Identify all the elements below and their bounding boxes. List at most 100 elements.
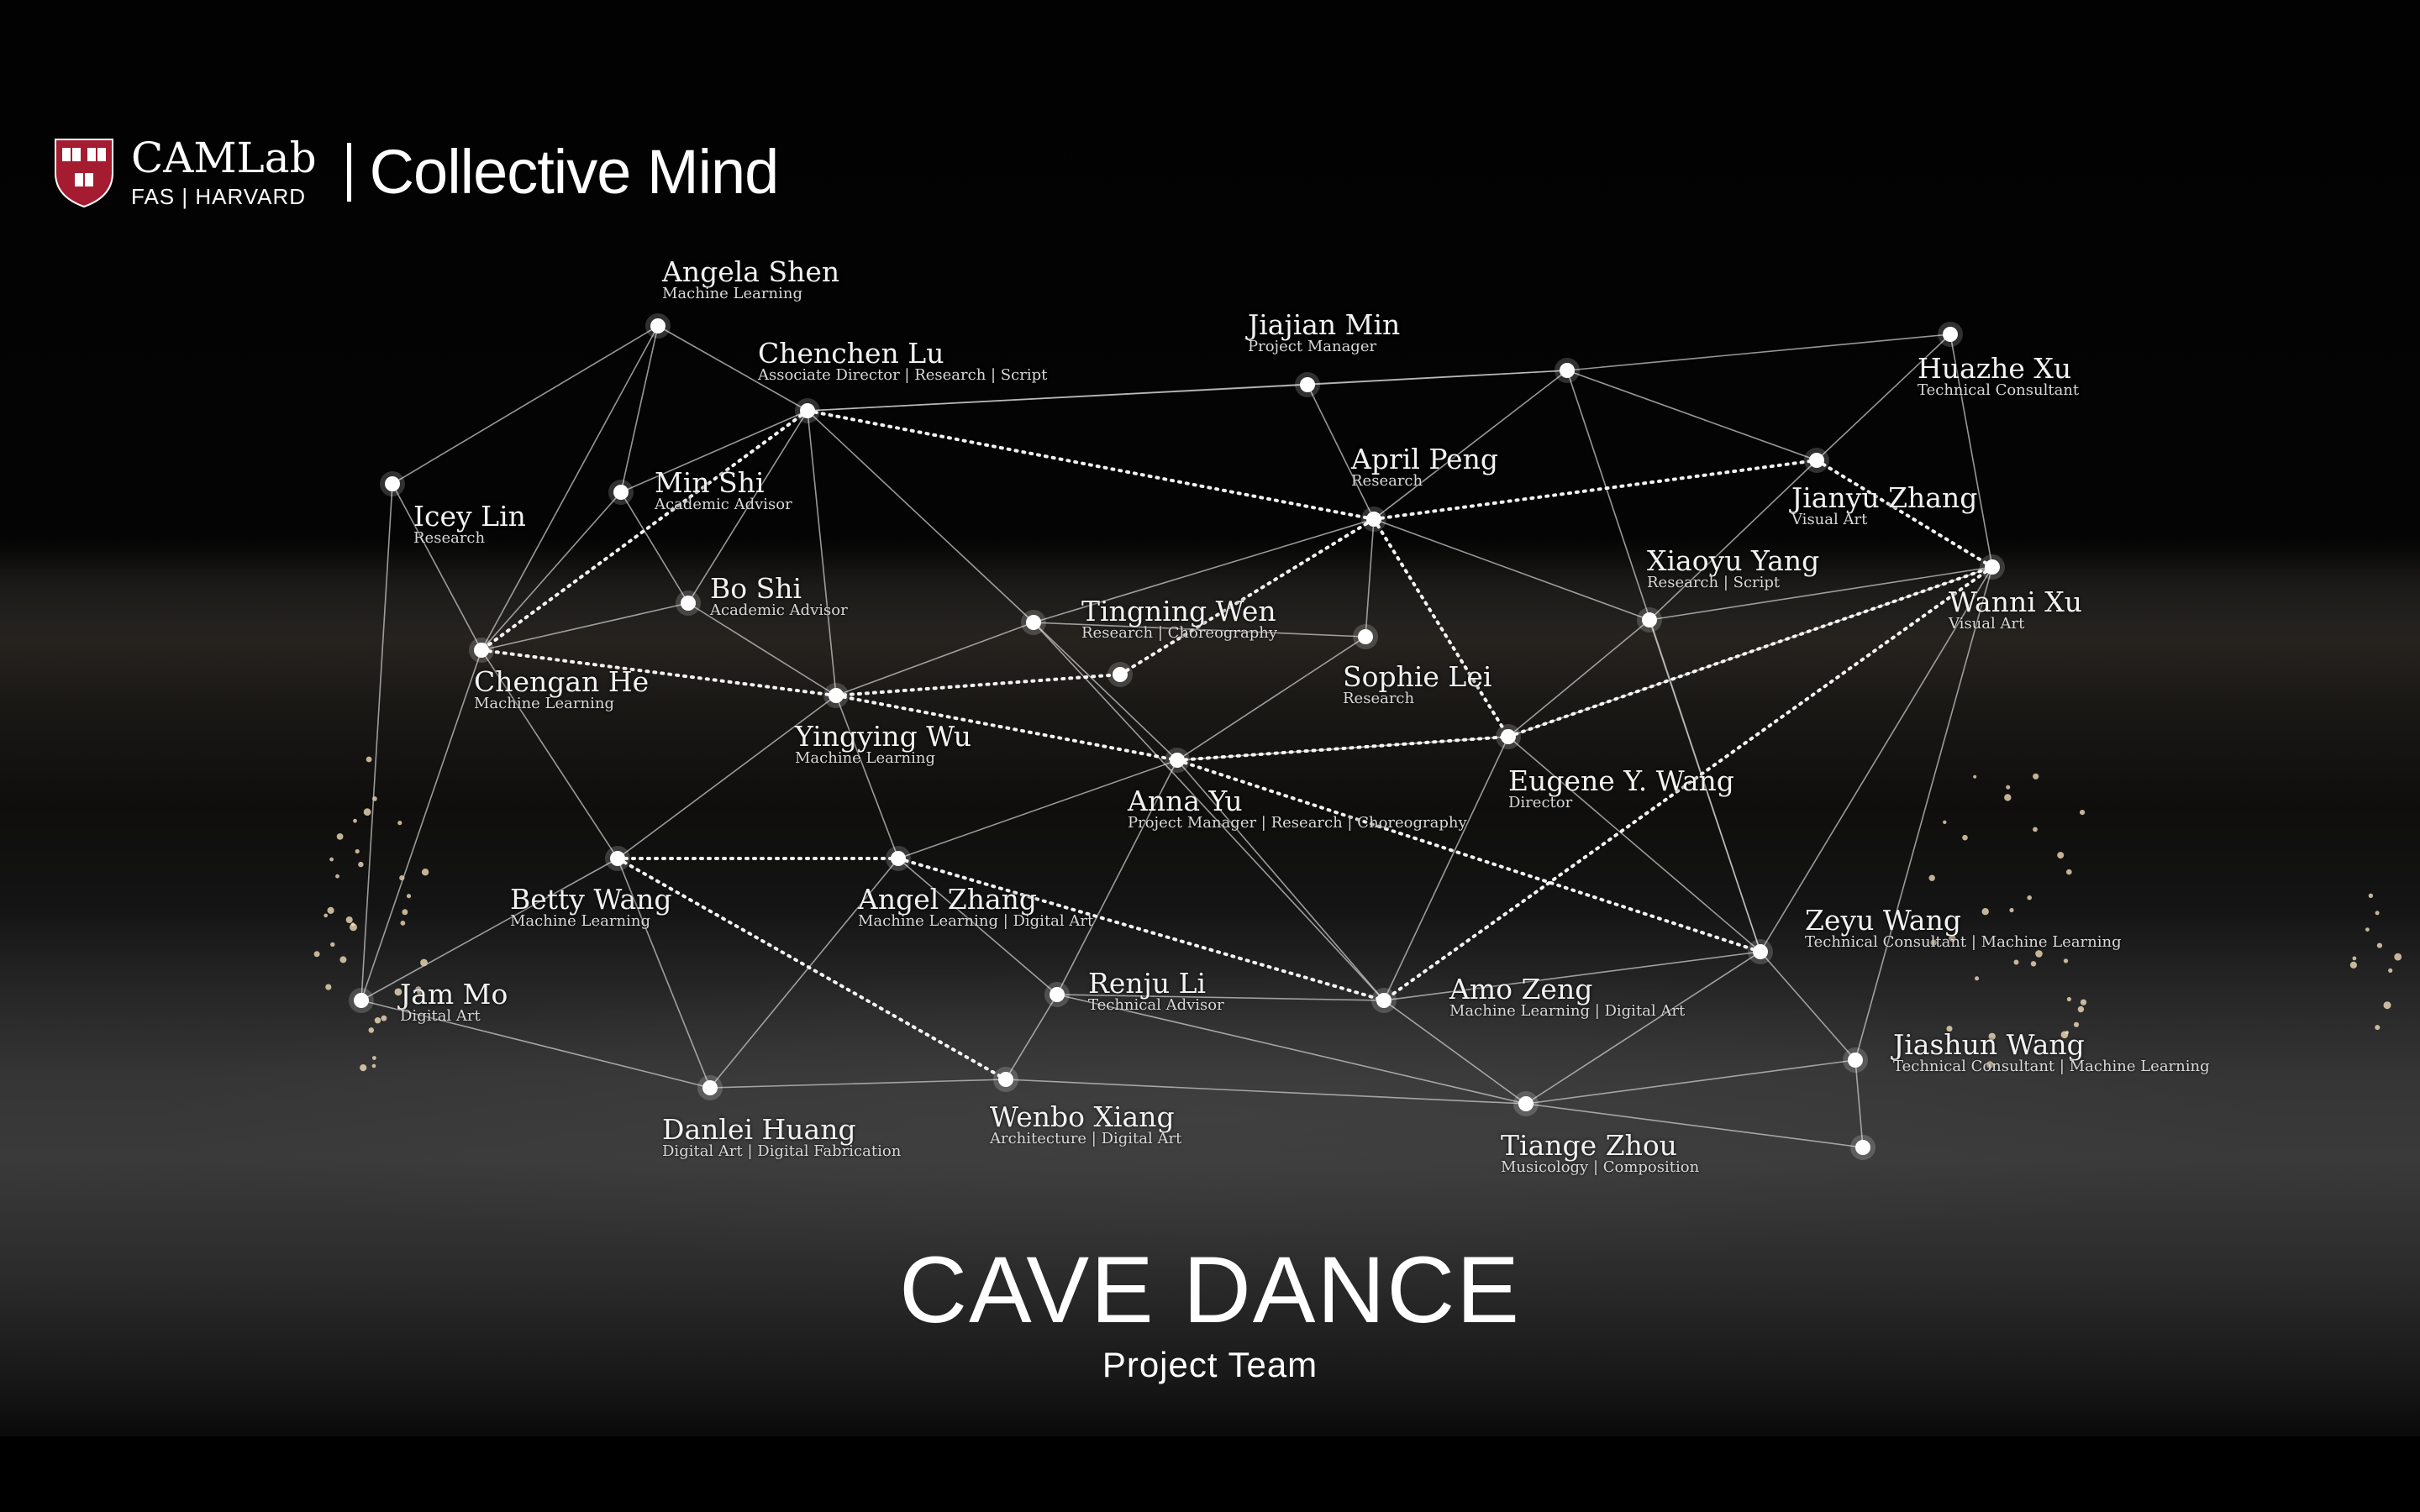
member-name: Yingying Wu xyxy=(795,720,972,753)
node-danlei xyxy=(702,1080,718,1095)
background-light xyxy=(2033,773,2039,780)
background-light xyxy=(2375,911,2380,916)
member-name: Renju Li xyxy=(1088,967,1207,1000)
background-light xyxy=(2375,1025,2381,1031)
edge-dotted xyxy=(1372,517,1510,738)
background-light xyxy=(2368,893,2374,899)
background-light xyxy=(402,909,408,916)
edge-solid xyxy=(1760,951,1856,1061)
member-name: Jiashun Wang xyxy=(1893,1028,2085,1061)
edge-solid xyxy=(1566,333,1951,371)
background-light xyxy=(2066,869,2072,875)
edge-solid xyxy=(1307,370,1568,386)
background-light xyxy=(366,756,372,763)
edge-solid xyxy=(1525,1103,1864,1148)
member-role: Machine Learning | Digital Art xyxy=(1449,1002,1686,1020)
edge-dotted xyxy=(480,648,838,697)
background-light xyxy=(2383,1001,2391,1010)
edge-solid xyxy=(687,410,808,604)
edge-solid xyxy=(392,325,659,485)
node-jianyu xyxy=(1809,453,1824,468)
member-role: Research xyxy=(1343,690,1415,707)
member-name: Chenchen Lu xyxy=(758,337,944,370)
member-role: Academic Advisor xyxy=(655,496,792,513)
member-name: Zeyu Wang xyxy=(1805,904,1961,937)
background-light xyxy=(2365,927,2370,932)
background-light xyxy=(355,848,360,854)
edge-solid xyxy=(1365,518,1375,638)
node-eugene xyxy=(1501,729,1516,744)
member-name: Tingning Wen xyxy=(1081,595,1276,627)
edge-solid xyxy=(1383,1000,1527,1105)
header-divider xyxy=(346,143,351,202)
junction-node xyxy=(1855,1140,1870,1155)
member-name: Angel Zhang xyxy=(858,883,1038,916)
member-role: Visual Art xyxy=(1791,511,1868,528)
edge-solid xyxy=(687,602,837,696)
node-chengan xyxy=(474,643,489,658)
background-light xyxy=(1943,820,1947,824)
background-light xyxy=(397,821,402,826)
edge-solid xyxy=(1005,994,1058,1080)
member-role: Project Manager xyxy=(1248,338,1377,355)
background-light xyxy=(358,861,364,868)
edge-solid xyxy=(1005,1079,1527,1105)
background-light xyxy=(372,1056,376,1060)
network-edges xyxy=(360,325,1994,1148)
edge-solid xyxy=(1176,759,1385,1001)
edge-solid xyxy=(1056,759,1178,995)
background-light xyxy=(1975,976,1980,981)
edge-dotted xyxy=(806,409,1376,521)
background-light xyxy=(1949,935,1956,942)
background-lights xyxy=(313,756,2402,1072)
edge-solid xyxy=(360,483,393,1001)
node-tiange xyxy=(1518,1096,1534,1111)
background-light xyxy=(2349,961,2357,969)
background-light xyxy=(336,833,344,840)
node-xiaoyu xyxy=(1642,612,1657,627)
member-name: Sophie Lei xyxy=(1343,660,1492,693)
member-name: Jam Mo xyxy=(400,978,508,1011)
member-role: Musicology | Composition xyxy=(1501,1158,1700,1176)
edge-solid xyxy=(1949,333,1993,568)
edge-solid xyxy=(835,622,1034,696)
background-light xyxy=(2030,961,2037,967)
background-light xyxy=(1986,1061,1994,1068)
background-light xyxy=(371,1063,376,1068)
background-light xyxy=(335,874,339,879)
project-subtitle: Project Team xyxy=(1102,1345,1318,1384)
edge-solid xyxy=(1525,1059,1856,1105)
background-light xyxy=(2009,907,2014,913)
background-light xyxy=(345,916,353,923)
edge-dotted xyxy=(1382,565,1994,1002)
edge-solid xyxy=(709,1079,1007,1089)
edge-solid xyxy=(1373,518,1650,621)
background-light xyxy=(350,923,357,932)
edge-solid xyxy=(835,695,899,859)
edge-dotted xyxy=(1176,735,1510,762)
edge-solid xyxy=(1760,566,1993,953)
member-role: Research xyxy=(413,529,486,547)
cave-background xyxy=(0,0,2420,1436)
node-sophie xyxy=(1358,629,1373,644)
edge-solid xyxy=(1507,619,1650,738)
background-light xyxy=(2388,968,2393,973)
member-name: Bo Shi xyxy=(710,572,802,605)
background-light xyxy=(363,808,371,816)
edge-solid xyxy=(1816,333,1951,461)
member-name: Chengan He xyxy=(474,665,650,698)
camlab-logo: CAMLab FAS | HARVARD xyxy=(131,137,317,207)
edge-dotted xyxy=(897,857,1386,1002)
member-name: Danlei Huang xyxy=(662,1113,856,1146)
edge-solid xyxy=(1383,951,1761,1001)
background-light xyxy=(2035,950,2043,958)
member-role: Visual Art xyxy=(1949,615,2025,633)
edge-solid xyxy=(481,491,622,651)
node-zeyu xyxy=(1753,944,1768,959)
member-name: Min Shi xyxy=(655,466,765,499)
background-light xyxy=(2080,999,2087,1005)
member-role: Machine Learning xyxy=(510,912,650,930)
node-wanni xyxy=(1985,559,2000,575)
member-name: Icey Lin xyxy=(413,500,526,533)
